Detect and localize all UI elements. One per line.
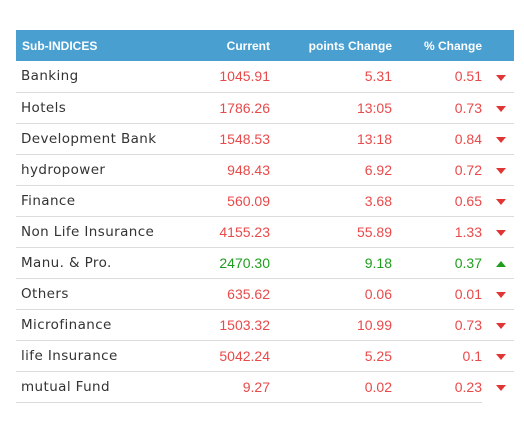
caret-down-icon xyxy=(496,105,506,112)
index-name: mutual Fund xyxy=(16,371,196,403)
index-name: Others xyxy=(16,278,196,310)
percent-change-value: 0.37 xyxy=(392,247,482,279)
index-name: Manu. & Pro. xyxy=(16,247,196,279)
table-row[interactable]: Manu. & Pro. 2470.30 9.18 0.37 xyxy=(16,247,514,279)
index-name: Development Bank xyxy=(16,123,196,155)
trend-cell xyxy=(482,371,514,402)
percent-change-value: 0.72 xyxy=(392,154,482,186)
percent-change-value: 1.33 xyxy=(392,216,482,248)
table-row[interactable]: Non Life Insurance 4155.23 55.89 1.33 xyxy=(16,216,514,248)
index-name: hydropower xyxy=(16,154,196,186)
points-change-value: 55.89 xyxy=(270,216,392,248)
points-change-value: 5.25 xyxy=(270,340,392,372)
sub-indices-widget: Sub-INDICES Current points Change % Chan… xyxy=(16,30,514,403)
current-value: 9.27 xyxy=(196,371,270,403)
current-value: 4155.23 xyxy=(196,216,270,248)
current-value: 1786.26 xyxy=(196,92,270,124)
percent-change-value: 0.51 xyxy=(392,61,482,93)
percent-change-value: 0.73 xyxy=(392,92,482,124)
table-row[interactable]: hydropower 948.43 6.92 0.72 xyxy=(16,154,514,186)
header-points-change[interactable]: points Change xyxy=(308,38,392,53)
current-value: 2470.30 xyxy=(196,247,270,279)
trend-cell xyxy=(482,92,514,124)
trend-cell xyxy=(482,309,514,341)
percent-change-value: 0.01 xyxy=(392,278,482,310)
points-change-value: 0.02 xyxy=(270,371,392,403)
table-row[interactable]: Development Bank 1548.53 13:18 0.84 xyxy=(16,123,514,155)
current-value: 560.09 xyxy=(196,185,270,217)
header-trend xyxy=(482,30,514,61)
caret-down-icon xyxy=(496,322,506,329)
table-row[interactable]: Banking 1045.91 5.31 0.51 xyxy=(16,61,514,93)
index-name: life Insurance xyxy=(16,340,196,372)
trend-cell xyxy=(482,340,514,372)
table-row[interactable]: Others 635.62 0.06 0.01 xyxy=(16,278,514,310)
table-row[interactable]: Microfinance 1503.32 10.99 0.73 xyxy=(16,309,514,341)
caret-up-icon xyxy=(496,260,506,267)
trend-cell xyxy=(482,123,514,155)
points-change-value: 13:05 xyxy=(270,92,392,124)
percent-change-value: 0.1 xyxy=(392,340,482,372)
table-row[interactable]: mutual Fund 9.27 0.02 0.23 xyxy=(16,371,514,403)
trend-cell xyxy=(482,154,514,186)
table-row[interactable]: Hotels 1786.26 13:05 0.73 xyxy=(16,92,514,124)
caret-down-icon xyxy=(496,74,506,81)
points-change-value: 13:18 xyxy=(270,123,392,155)
current-value: 1548.53 xyxy=(196,123,270,155)
trend-cell xyxy=(482,185,514,217)
percent-change-value: 0.84 xyxy=(392,123,482,155)
trend-cell xyxy=(482,61,514,93)
current-value: 635.62 xyxy=(196,278,270,310)
points-change-value: 6.92 xyxy=(270,154,392,186)
header-sub-indices[interactable]: Sub-INDICES xyxy=(22,38,98,53)
caret-down-icon xyxy=(496,353,506,360)
caret-down-icon xyxy=(496,136,506,143)
caret-down-icon xyxy=(496,385,506,392)
caret-down-icon xyxy=(496,229,506,236)
header-percent-change[interactable]: % Change xyxy=(423,38,482,53)
current-value: 5042.24 xyxy=(196,340,270,372)
trend-cell xyxy=(482,247,514,279)
current-value: 1045.91 xyxy=(196,61,270,93)
caret-down-icon xyxy=(496,291,506,298)
index-name: Hotels xyxy=(16,92,196,124)
table-row[interactable]: life Insurance 5042.24 5.25 0.1 xyxy=(16,340,514,372)
trend-cell xyxy=(482,216,514,248)
current-value: 1503.32 xyxy=(196,309,270,341)
points-change-value: 0.06 xyxy=(270,278,392,310)
points-change-value: 5.31 xyxy=(270,61,392,93)
caret-down-icon xyxy=(496,167,506,174)
caret-down-icon xyxy=(496,198,506,205)
percent-change-value: 0.23 xyxy=(392,371,482,403)
header-current[interactable]: Current xyxy=(226,38,270,53)
index-name: Non Life Insurance xyxy=(16,216,196,248)
percent-change-value: 0.73 xyxy=(392,309,482,341)
percent-change-value: 0.65 xyxy=(392,185,482,217)
trend-cell xyxy=(482,278,514,310)
points-change-value: 10.99 xyxy=(270,309,392,341)
sub-indices-table: Sub-INDICES Current points Change % Chan… xyxy=(16,30,514,403)
index-name: Banking xyxy=(16,61,196,93)
table-row[interactable]: Finance 560.09 3.68 0.65 xyxy=(16,185,514,217)
points-change-value: 3.68 xyxy=(270,185,392,217)
points-change-value: 9.18 xyxy=(270,247,392,279)
table-header-row: Sub-INDICES Current points Change % Chan… xyxy=(16,30,514,61)
index-name: Microfinance xyxy=(16,309,196,341)
table-body: Banking 1045.91 5.31 0.51 Hotels 1786.26 13:05… xyxy=(16,61,514,403)
index-name: Finance xyxy=(16,185,196,217)
current-value: 948.43 xyxy=(196,154,270,186)
